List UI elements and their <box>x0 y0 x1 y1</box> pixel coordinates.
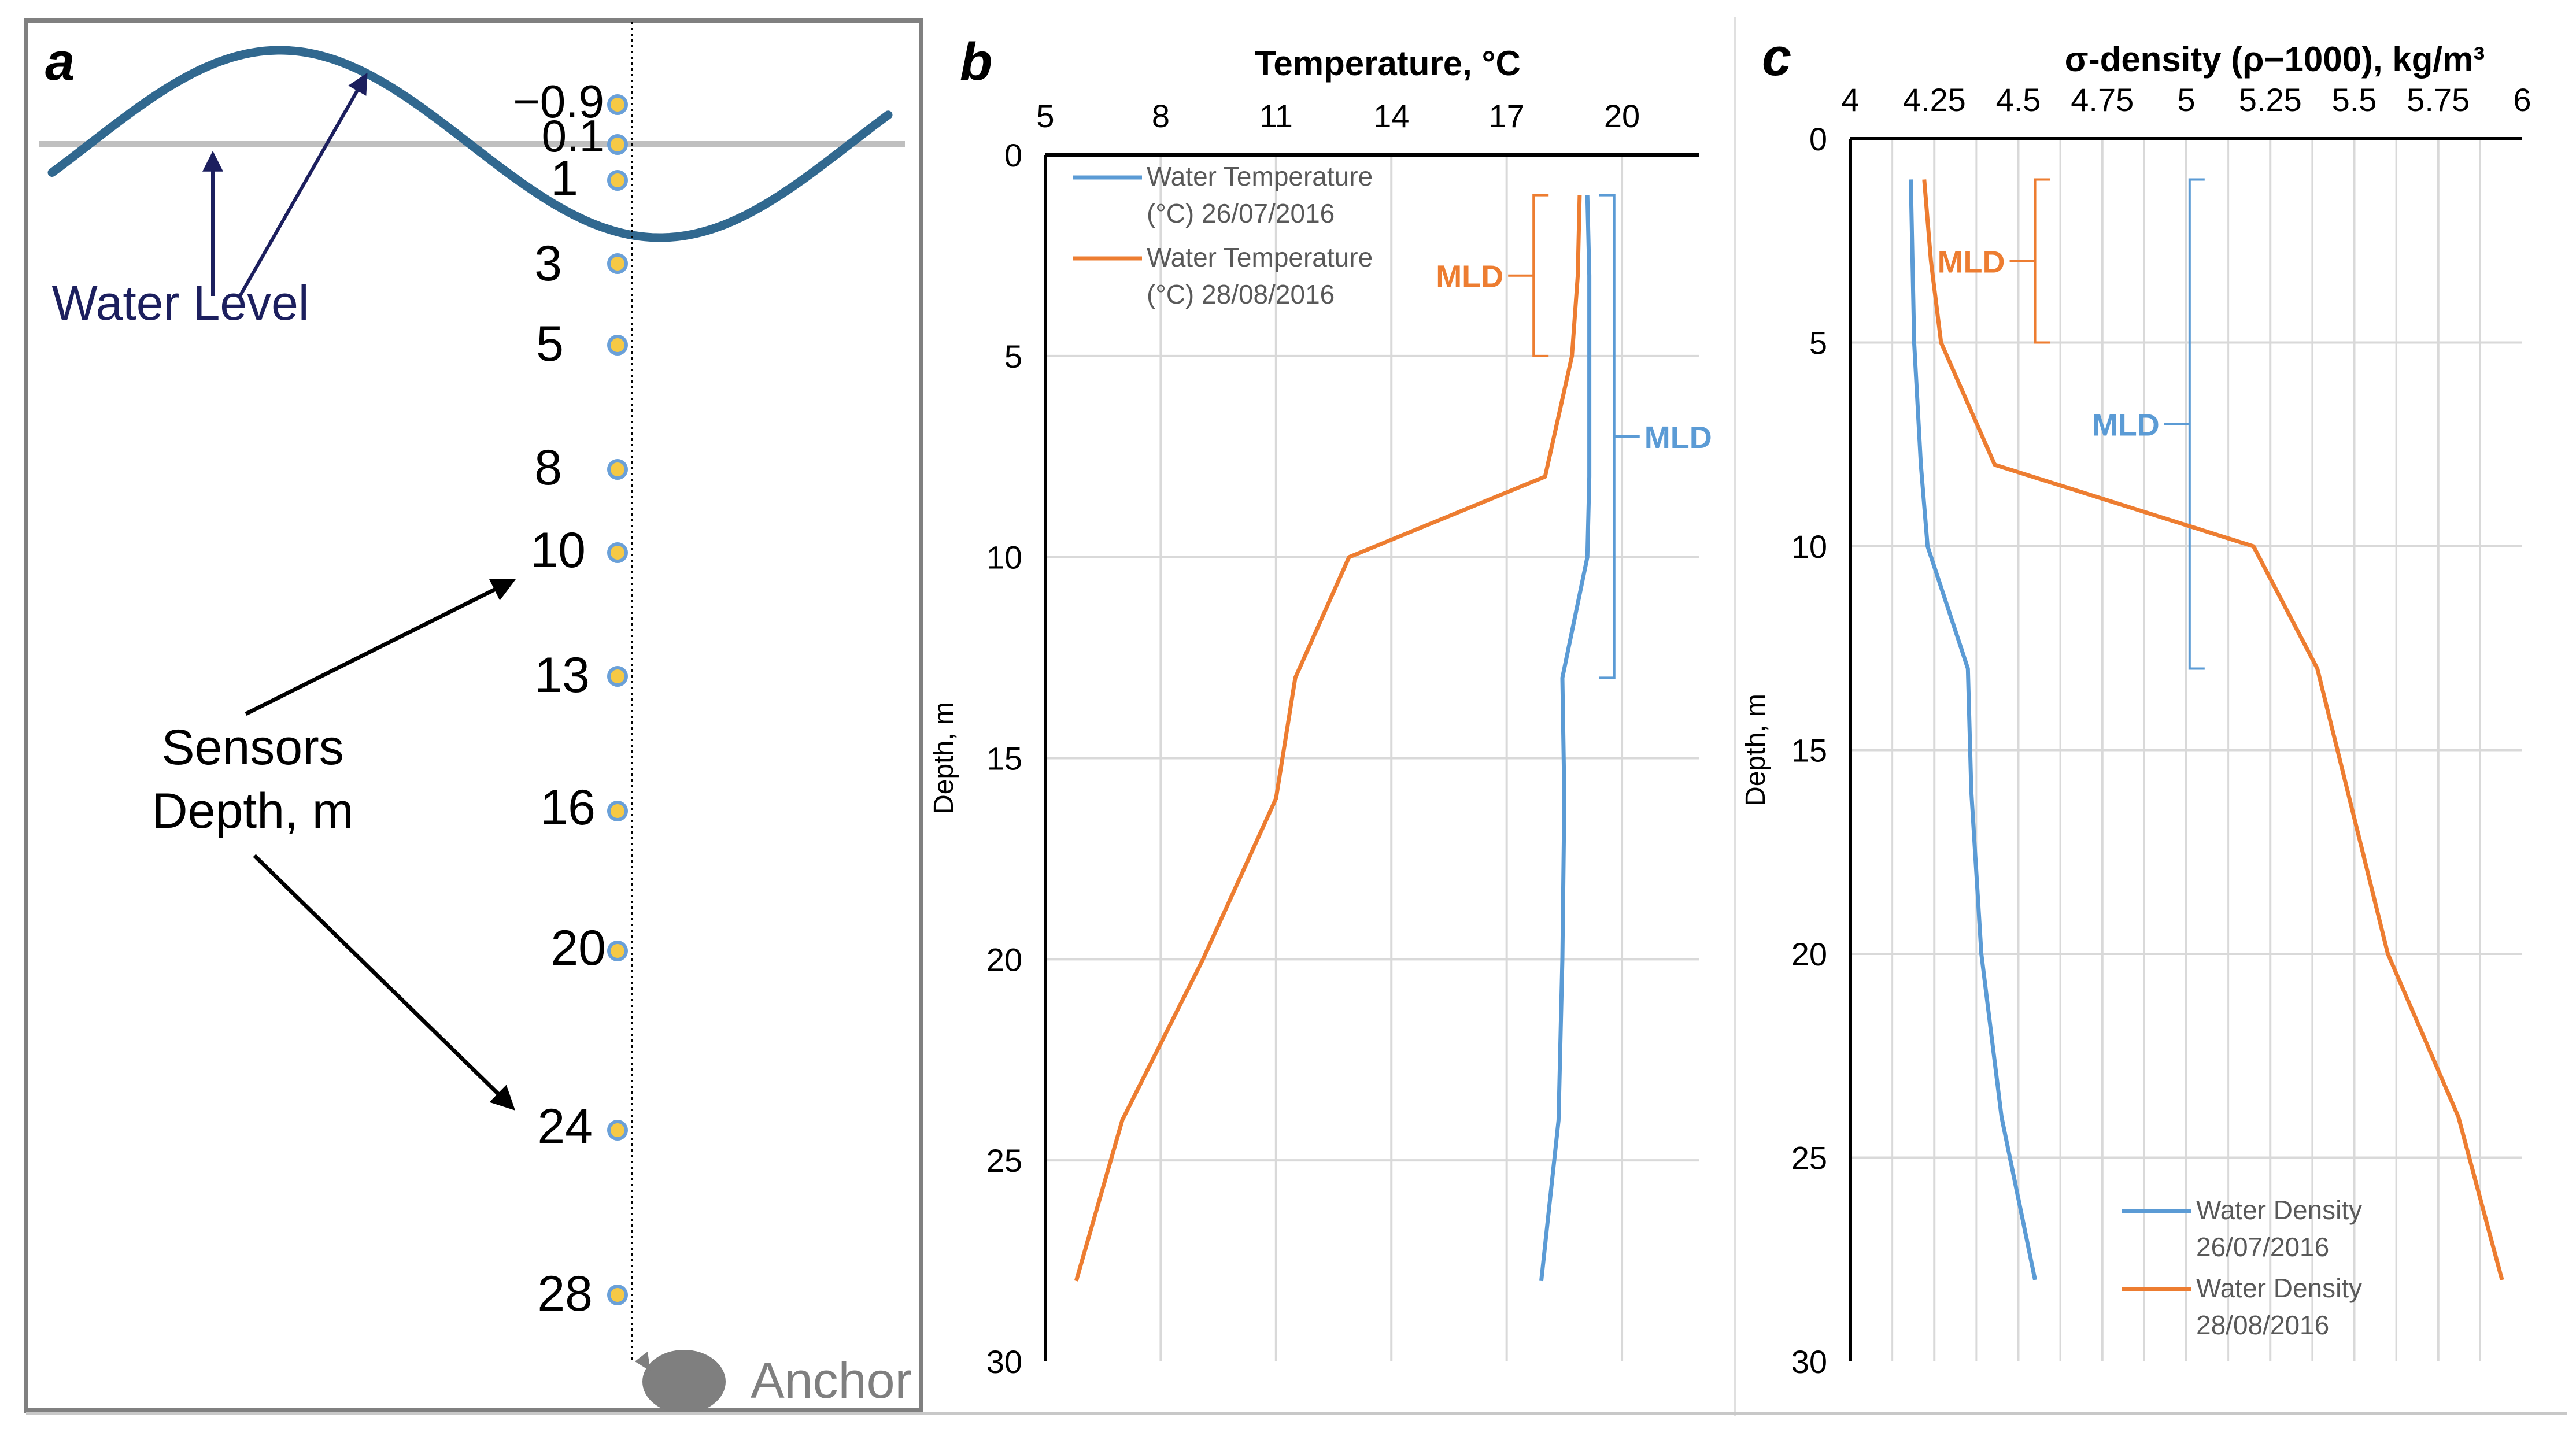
sensor-depth-label: 10 <box>530 523 586 578</box>
series-line-0 <box>1539 195 1592 1282</box>
x-tick-label: 5.25 <box>2239 82 2302 118</box>
y-axis-title: Depth, m <box>929 702 959 815</box>
mld-bracket <box>2009 178 2050 344</box>
x-tick-label: 8 <box>1152 98 1170 134</box>
x-tick-label: 14 <box>1373 98 1409 134</box>
panel-c-letter: c <box>1762 28 1791 87</box>
mld-bracket <box>1599 194 1640 679</box>
sensor-depth-label: 1 <box>550 151 578 206</box>
legend-label: Water Temperature <box>1147 161 1373 191</box>
legend-label: Water Density <box>2196 1195 2362 1225</box>
panel-c-density-chart: c 4 4.25 4.5 4.75 5 5.25 5.5 5.75 6 0 5 10 15 20 25 30 σ… <box>1734 17 2531 1416</box>
legend-label: 26/07/2016 <box>2196 1232 2329 1262</box>
sensor-depth-label: 0.1 <box>542 110 604 161</box>
y-tick-label: 30 <box>1791 1344 1827 1380</box>
anchor-label: Anchor <box>751 1352 912 1409</box>
y-tick-label: 30 <box>986 1344 1022 1380</box>
sensor-dot <box>607 170 628 191</box>
y-tick-label: 15 <box>986 741 1022 777</box>
sensor-dot <box>607 1120 628 1141</box>
y-tick-label: 25 <box>986 1142 1022 1179</box>
panel-a-letter: a <box>45 32 75 91</box>
sensor-dot <box>607 1285 628 1305</box>
x-tick-label: 4 <box>1841 82 1859 118</box>
sensor-depth-label: 20 <box>550 920 606 976</box>
y-axis-title: Depth, m <box>1740 694 1771 806</box>
x-tick-label: 4.5 <box>1996 82 2041 118</box>
x-tick-label: 5 <box>1036 98 1054 134</box>
y-tick-label: 10 <box>986 539 1022 576</box>
series-line-1 <box>1074 195 1582 1282</box>
mld-bracket <box>2164 178 2205 670</box>
series-line-0 <box>1909 179 2037 1280</box>
mld-label: MLD <box>1644 420 1712 455</box>
mld-label: MLD <box>2092 408 2160 443</box>
y-tick-label: 15 <box>1791 732 1827 769</box>
sensor-dot <box>607 459 628 480</box>
legend-label: Water Density <box>2196 1273 2362 1303</box>
x-tick-label: 5 <box>2177 82 2195 118</box>
sensor-depth-label: 3 <box>534 236 562 291</box>
sensor-depth-label: −0.9 <box>513 76 604 127</box>
sensor-dot <box>607 134 628 155</box>
y-tick-label: 5 <box>1809 325 1827 361</box>
sensor-depth-label: 16 <box>540 780 596 835</box>
x-tick-label: 4.75 <box>2071 82 2134 118</box>
legend-label: Water Temperature <box>1147 242 1373 272</box>
sensor-dot <box>607 94 628 115</box>
water-surface-wave <box>47 46 893 242</box>
anchor-tip <box>635 1352 651 1371</box>
density-chart: 4 4.25 4.5 4.75 5 5.25 5.5 5.75 6 0 5 10 15 20 25 30 σ-d… <box>1740 40 2531 1380</box>
y-tick-label: 5 <box>1004 338 1022 375</box>
sensor-dot <box>607 542 628 563</box>
y-tick-label: 0 <box>1809 121 1827 157</box>
x-tick-label: 5.75 <box>2407 82 2470 118</box>
sensor-dot <box>607 801 628 821</box>
y-tick-label: 20 <box>986 941 1022 978</box>
sensor-dot <box>607 335 628 356</box>
x-tick-label: 5.5 <box>2332 82 2377 118</box>
series-line-1 <box>1922 179 2504 1280</box>
y-tick-label: 0 <box>1004 137 1022 173</box>
x-tick-label: 17 <box>1488 98 1524 134</box>
legend-label: 28/08/2016 <box>2196 1310 2329 1340</box>
x-tick-label: 4.25 <box>1903 82 1966 118</box>
sensor-dot <box>607 666 628 687</box>
mld-label: MLD <box>1938 245 2005 280</box>
mld-label: MLD <box>1436 260 1503 294</box>
mld-bracket <box>1508 194 1549 357</box>
anchor-icon <box>642 1350 726 1413</box>
sensor-depth-label: 8 <box>534 440 562 495</box>
x-tick-label: 11 <box>1259 98 1293 134</box>
x-axis-title: Temperature, °C <box>1255 44 1521 83</box>
sensor-depth-label: 5 <box>536 316 564 372</box>
water-level-arrow-right <box>238 72 368 297</box>
sensor-dot <box>607 941 628 961</box>
y-tick-label: 25 <box>1791 1140 1827 1176</box>
sensor-depth-label: 28 <box>537 1266 593 1322</box>
legend-label: (°C) 26/07/2016 <box>1147 198 1335 228</box>
legend-label: (°C) 28/08/2016 <box>1147 279 1335 309</box>
y-tick-label: 20 <box>1791 936 1827 972</box>
x-tick-label: 20 <box>1604 98 1640 134</box>
sensors-arrow-up <box>245 579 516 716</box>
water-level-label: Water Level <box>51 276 309 330</box>
x-tick-label: 6 <box>2513 82 2531 118</box>
sensor-depth-label: 24 <box>537 1099 593 1154</box>
sensor-dot <box>607 253 628 274</box>
sensor-depth-label: 13 <box>534 647 590 703</box>
panel-a-frame <box>24 18 923 1413</box>
sensors-arrow-down <box>253 854 516 1111</box>
sensors-label-line2: Depth, m <box>152 783 354 839</box>
panel-b-letter: b <box>960 32 992 91</box>
x-axis-title: σ-density (ρ−1000), kg/m³ <box>2065 40 2485 79</box>
sensors-label-line1: Sensors <box>161 720 344 775</box>
y-tick-label: 10 <box>1791 528 1827 565</box>
